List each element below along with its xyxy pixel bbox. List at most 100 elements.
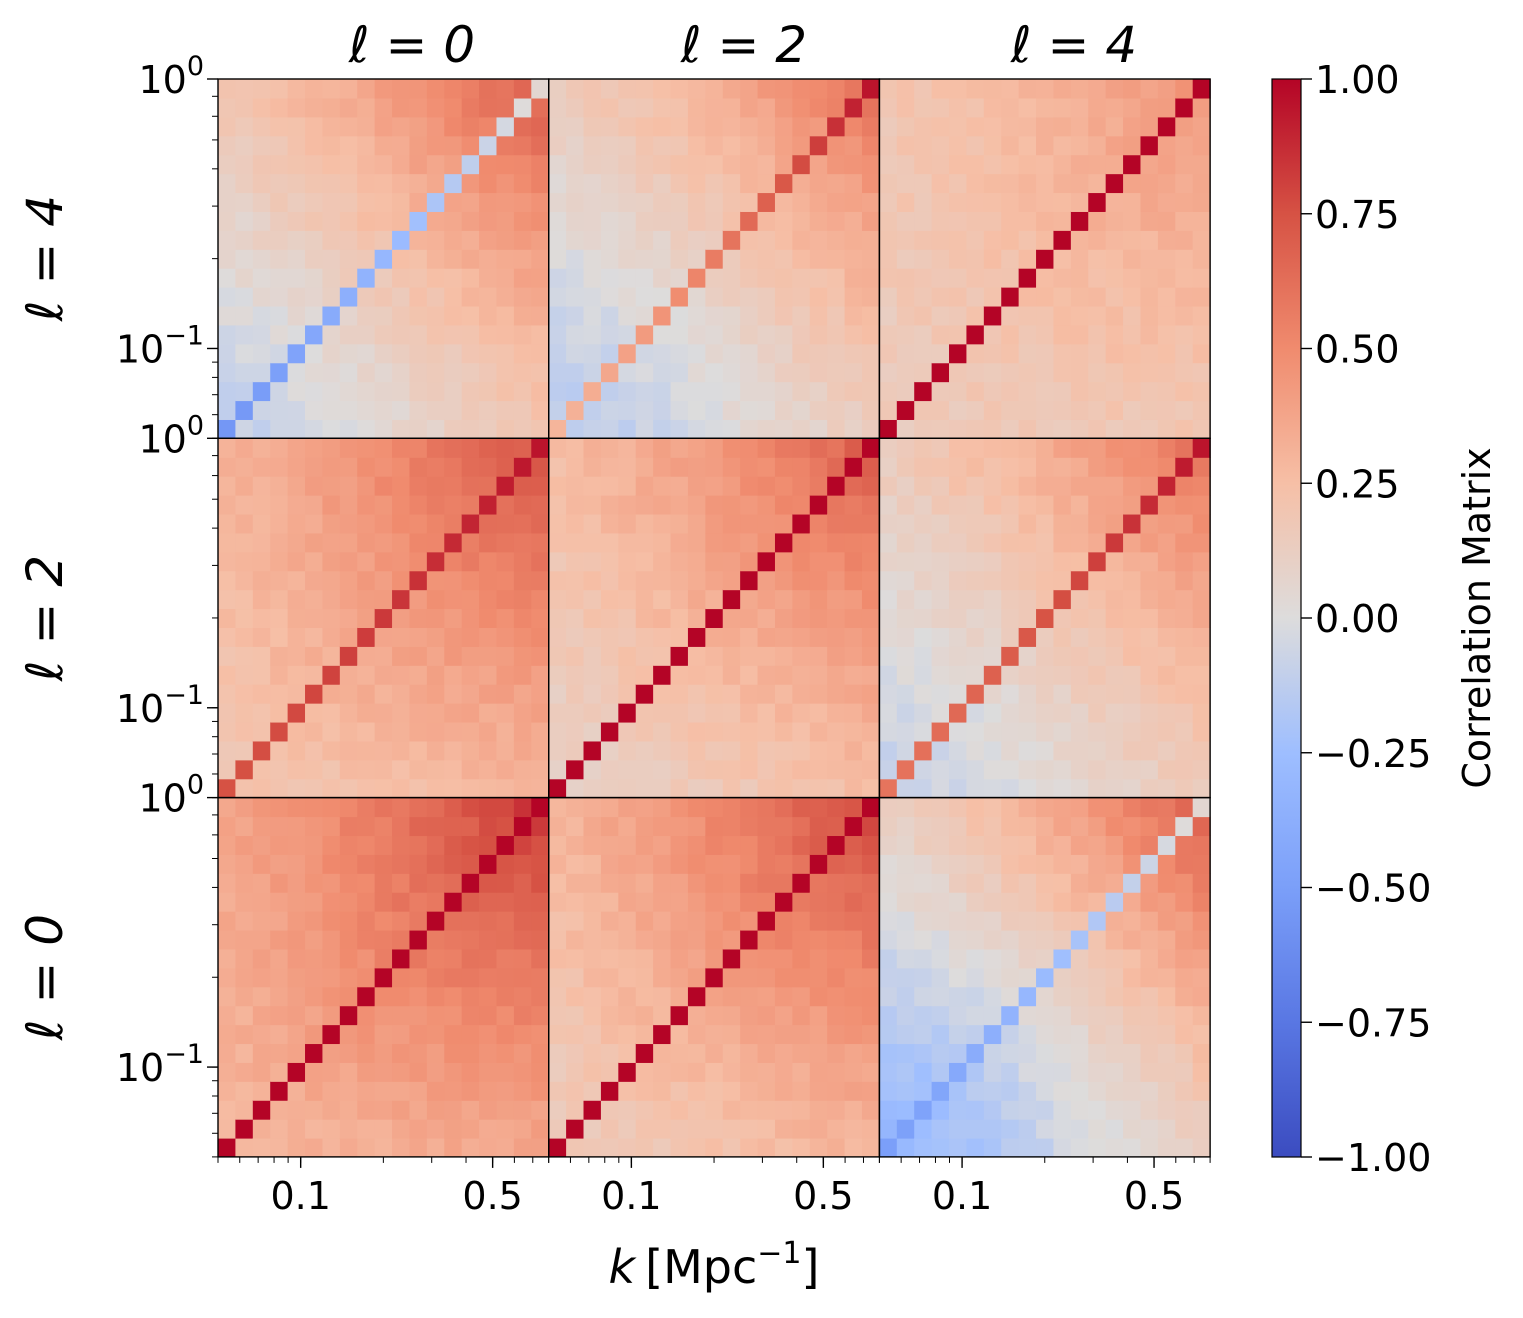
heatmap-cell (966, 438, 985, 458)
heatmap-cell (1018, 911, 1037, 931)
heatmap-cell (531, 1137, 550, 1158)
heatmap-cell (287, 97, 306, 118)
heatmap-cell (1175, 230, 1194, 250)
heatmap-cell (914, 892, 933, 912)
heatmap-cell (757, 797, 776, 818)
heatmap-cell (305, 665, 324, 685)
heatmap-cell (426, 419, 445, 439)
heatmap-cell (1070, 797, 1089, 818)
heatmap-cell (844, 759, 863, 780)
heatmap-cell (444, 911, 463, 931)
heatmap-cell (861, 1005, 880, 1026)
heatmap-cell (235, 570, 254, 591)
heatmap-cell (1157, 703, 1176, 723)
heatmap-cell (949, 362, 968, 383)
heatmap-cell (931, 532, 950, 553)
heatmap-cell (600, 419, 619, 439)
heatmap-cell (809, 419, 828, 439)
heatmap-cell (461, 192, 480, 212)
heatmap-cell (287, 1062, 306, 1082)
heatmap-cell (1018, 740, 1037, 761)
heatmap-cell (252, 703, 271, 723)
heatmap-cell (1123, 343, 1142, 364)
heatmap-cell (496, 154, 515, 175)
heatmap-cell (548, 570, 567, 591)
heatmap-cell (496, 79, 515, 99)
heatmap-cell (896, 230, 915, 250)
heatmap-cell (392, 513, 411, 534)
heatmap-cell (670, 589, 689, 610)
heatmap-cell (548, 929, 567, 950)
heatmap-cell (461, 116, 480, 137)
heatmap-cell (218, 249, 237, 269)
heatmap-cell (392, 249, 411, 269)
heatmap-cell (635, 1081, 654, 1101)
heatmap-cell (774, 1005, 793, 1026)
heatmap-cell (931, 324, 950, 345)
heatmap-cell (548, 589, 567, 610)
heatmap-cell (583, 911, 602, 931)
heatmap-cell (827, 419, 846, 439)
heatmap-cell (757, 513, 776, 534)
heatmap-cell (357, 532, 376, 553)
heatmap-cell (583, 778, 602, 799)
heatmap-cell (687, 173, 706, 194)
heatmap-cell (461, 532, 480, 553)
heatmap-cell (1175, 324, 1194, 345)
heatmap-cell (635, 1137, 654, 1158)
heatmap-cell (566, 211, 585, 231)
heatmap-cell (792, 362, 811, 383)
heatmap-cell (252, 665, 271, 685)
heatmap-cell (966, 135, 985, 156)
colorbar-tick-label: 0.75 (1315, 193, 1400, 237)
heatmap-cell (1123, 154, 1142, 175)
heatmap-cell (827, 1100, 846, 1120)
heatmap-cell (1053, 589, 1072, 610)
heatmap-cell (1105, 324, 1124, 345)
heatmap-cell (670, 249, 689, 269)
heatmap-cell (1088, 362, 1107, 383)
heatmap-cell (931, 778, 950, 799)
heatmap-cell (409, 684, 428, 704)
heatmap-cell (496, 173, 515, 194)
heatmap-cell (374, 457, 393, 477)
heatmap-cell (600, 135, 619, 156)
heatmap-cell (357, 495, 376, 515)
heatmap-cell (670, 362, 689, 383)
heatmap-cell (270, 608, 289, 628)
heatmap-cell (809, 381, 828, 402)
heatmap-cell (513, 1119, 532, 1139)
heatmap-cell (1105, 211, 1124, 231)
heatmap-cell (653, 230, 672, 250)
heatmap-cell (426, 1024, 445, 1045)
heatmap-cell (218, 1100, 237, 1120)
heatmap-cell (566, 797, 585, 818)
heatmap-cell (1123, 854, 1142, 874)
heatmap-cell (600, 911, 619, 931)
heatmap-cell (1175, 570, 1194, 591)
heatmap-cell (1105, 873, 1124, 893)
heatmap-cell (1018, 1024, 1037, 1045)
heatmap-cell (914, 627, 933, 647)
heatmap-cell (618, 778, 637, 799)
heatmap-cell (583, 230, 602, 250)
heatmap-cell (566, 721, 585, 742)
heatmap-cell (392, 419, 411, 439)
heatmap-cell (1036, 97, 1055, 118)
heatmap-cell (339, 249, 358, 269)
heatmap-cell (409, 362, 428, 383)
heatmap-cell (583, 1024, 602, 1045)
heatmap-cell (1053, 287, 1072, 307)
heatmap-cell (687, 986, 706, 1007)
heatmap-cell (949, 476, 968, 496)
heatmap-cell (1088, 873, 1107, 893)
heatmap-cell (1123, 721, 1142, 742)
heatmap-cell (270, 986, 289, 1007)
heatmap-cell (287, 835, 306, 855)
heatmap-cell (600, 740, 619, 761)
heatmap-cell (670, 495, 689, 515)
heatmap-cell (496, 305, 515, 326)
heatmap-cell (1157, 948, 1176, 969)
y-tick-label: 100 (138, 410, 204, 461)
heatmap-cell (252, 532, 271, 553)
